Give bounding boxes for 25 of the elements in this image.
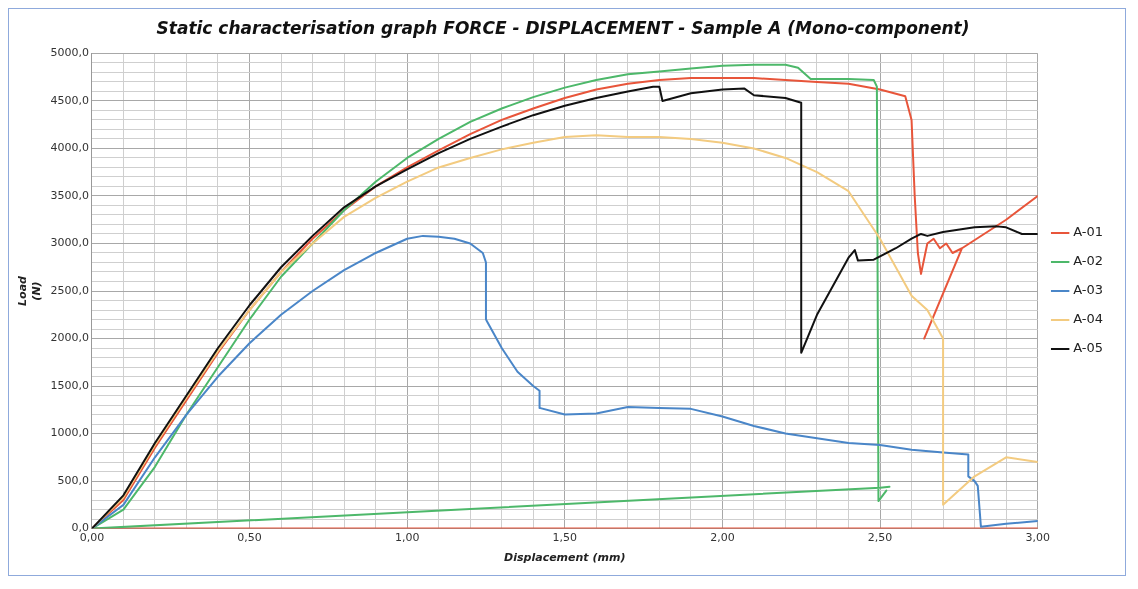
y-tick-label: 1000,0 [50,426,89,440]
y-axis-title: Load (N) [16,275,43,306]
x-tick-label: 2,50 [867,531,893,545]
legend-label: A-04 [1073,311,1103,327]
legend-label: A-01 [1073,224,1103,240]
y-tick-label: 2000,0 [50,331,89,345]
x-tick-label: 2,00 [710,531,735,545]
y-tick-label: 4500,0 [50,93,89,107]
y-tick-label: 5000,0 [50,46,89,60]
x-tick-label: 3,00 [1025,531,1050,545]
y-tick-label: 3000,0 [50,236,89,250]
x-tick-label: 1,50 [552,531,578,545]
legend-label: A-02 [1073,253,1103,269]
y-tick-label: 3500,0 [50,188,89,202]
legend-label: A-03 [1073,282,1103,298]
chart-title: Static characterisation graph FORCE - DISPLACEMENT - Sample A (Mono-component) [156,17,970,38]
y-tick-label: 1500,0 [50,378,89,392]
y-tick-label: 500,0 [57,473,89,487]
y-tick-label: 4000,0 [50,141,89,155]
x-tick-label: 0,50 [237,531,262,545]
x-tick-label: 0,00 [79,531,105,545]
legend-label: A-05 [1073,340,1103,356]
x-tick-label: 1,00 [394,531,420,545]
y-tick-label: 2500,0 [50,283,89,297]
x-axis-title: Displacement (mm) [504,551,626,565]
